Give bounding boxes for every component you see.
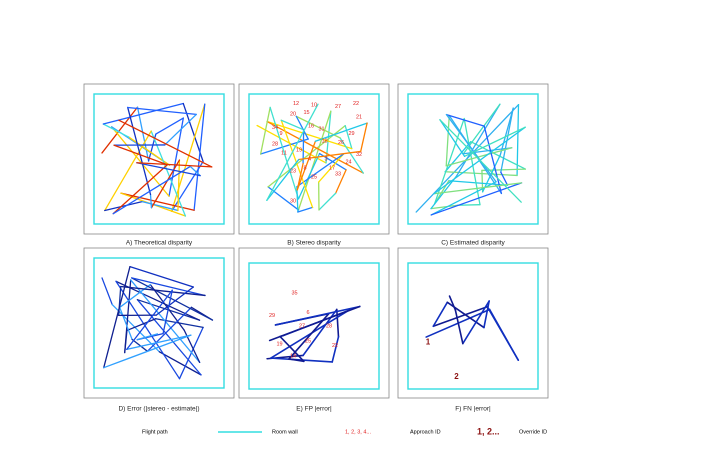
approach-id: 21 [356, 114, 362, 120]
approach-id: 28 [272, 141, 278, 147]
approach-id: 29 [269, 313, 275, 319]
approach-id: 3 [324, 156, 327, 162]
legend: Flight path Room wall 1, 2, 3, 4... Appr… [85, 426, 547, 436]
override-id: 2 [454, 372, 459, 381]
override-id: 1 [426, 338, 431, 347]
approach-id: 12 [293, 101, 299, 107]
approach-id: 22 [332, 343, 338, 349]
approach-id: 4 [308, 156, 311, 162]
approach-id: 25 [311, 174, 317, 180]
legend-label: Flight path [142, 429, 168, 435]
approach-id: 19 [296, 147, 302, 153]
panel-caption: F) FN |error| [455, 406, 491, 413]
panel-caption: A) Theoretical disparity [126, 240, 193, 247]
approach-id: 6 [306, 310, 309, 316]
legend-label: Room wall [272, 429, 298, 435]
approach-id: 14 [290, 353, 296, 359]
panel-frame [84, 248, 234, 398]
approach-id: 18 [321, 138, 327, 144]
approach-id: 25 [305, 338, 311, 344]
panel: A) Theoretical disparity [84, 84, 234, 247]
legend-label: Approach ID [410, 429, 441, 435]
approach-id: 32 [356, 152, 362, 158]
approach-id: 23 [290, 168, 296, 174]
panel: 1 2 F) FN |error| [398, 248, 548, 413]
approach-id: 33 [335, 171, 341, 177]
approach-id: 27 [299, 323, 305, 329]
legend-label: Override ID [519, 429, 547, 435]
approach-id: 11 [281, 150, 287, 156]
legend-sample: 1, 2... [477, 426, 500, 436]
panel-frame [398, 248, 548, 398]
approach-id: 16 [308, 123, 314, 129]
approach-id: 30 [290, 198, 296, 204]
panel-caption: C) Estimated disparity [441, 240, 505, 247]
approach-id: 35 [291, 290, 297, 296]
approach-id: 15 [303, 110, 309, 116]
panel-caption: E) FP |error| [296, 406, 332, 413]
panel: C) Estimated disparity [398, 84, 548, 247]
approach-id: 28 [326, 323, 332, 329]
approach-id: 34 [272, 125, 278, 131]
approach-id: 8 [303, 165, 306, 171]
panel: 35 29 6 27 28 19 25 14 22 E) FP |error| [239, 248, 389, 413]
panel-caption: D) Error (|stereo - estimate|) [118, 406, 199, 413]
approach-id: 10 [311, 102, 317, 108]
approach-id: 22 [353, 101, 359, 107]
approach-id: 31 [318, 126, 324, 132]
approach-id: 27 [335, 104, 341, 110]
panel-caption: B) Stereo disparity [287, 240, 341, 247]
approach-id: 20 [290, 111, 296, 117]
approach-id: 26 [338, 140, 344, 146]
approach-id: 19 [276, 341, 282, 347]
approach-id: 24 [345, 159, 351, 165]
approach-id: 9 [279, 131, 282, 137]
legend-sample: 1, 2, 3, 4... [345, 429, 371, 435]
approach-id: 29 [348, 131, 354, 137]
panel: D) Error (|stereo - estimate|) [84, 248, 234, 413]
